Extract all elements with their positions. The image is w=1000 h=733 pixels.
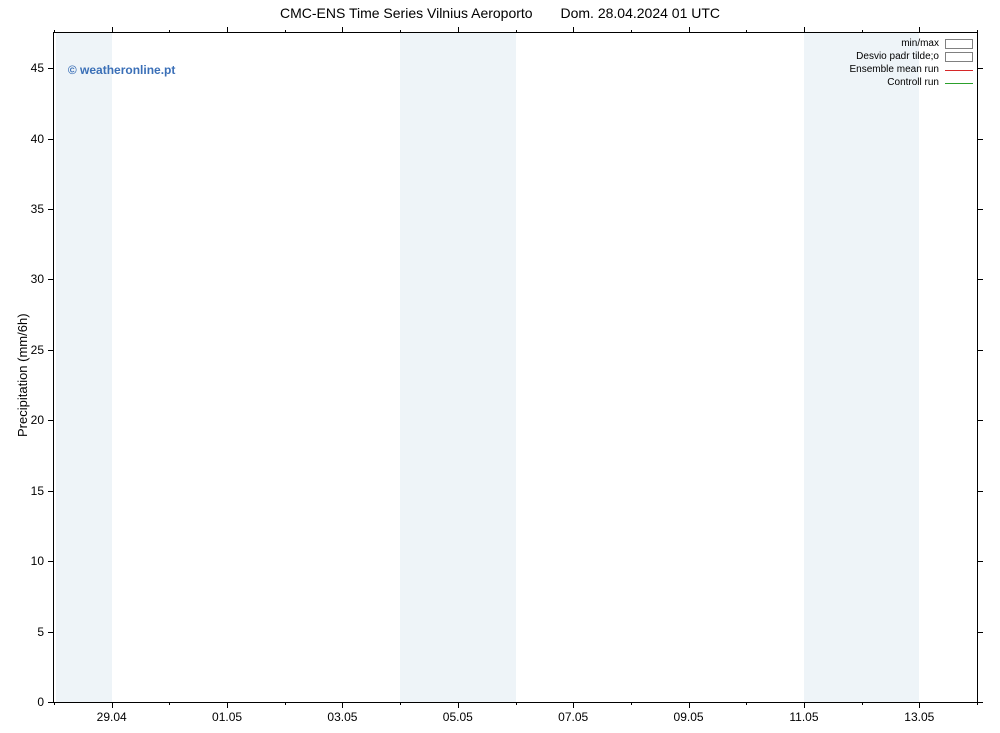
y-tick-label: 0 [37,695,44,709]
plot-area: 05101520253035404529.0401.0503.0505.0507… [53,32,978,703]
x-minor-tick [862,702,863,705]
legend-item: Ensemble mean run [850,63,974,76]
y-tick [48,68,54,69]
y-tick-label: 30 [31,272,44,286]
legend-swatch [945,39,973,49]
y-tick [48,209,54,210]
legend-label: Controll run [887,76,939,89]
watermark: © weatheronline.pt [68,63,176,77]
x-tick-label: 01.05 [212,710,242,724]
x-minor-tick [54,30,55,33]
x-tick [227,27,228,33]
legend-item: Controll run [850,76,974,89]
x-tick [919,702,920,708]
x-tick-label: 05.05 [443,710,473,724]
y-tick [977,139,983,140]
x-minor-tick [746,702,747,705]
title-right: Dom. 28.04.2024 01 UTC [560,5,720,21]
x-tick-label: 11.05 [789,710,818,724]
x-minor-tick [54,702,55,705]
legend-swatch [945,52,973,62]
legend-label: Ensemble mean run [850,63,940,76]
x-tick-label: 07.05 [558,710,588,724]
y-tick [48,420,54,421]
y-tick [977,350,983,351]
x-tick [804,702,805,708]
x-tick [804,27,805,33]
x-tick [112,27,113,33]
x-minor-tick [631,702,632,705]
y-tick-label: 35 [31,202,44,216]
y-tick-label: 25 [31,343,44,357]
x-tick [227,702,228,708]
y-tick [48,139,54,140]
legend: min/maxDesvio padr tilde;oEnsemble mean … [850,37,974,89]
y-tick [977,420,983,421]
x-tick [112,702,113,708]
x-tick-label: 29.04 [97,710,127,724]
shaded-band [804,33,919,702]
shaded-band [400,33,515,702]
x-tick [919,27,920,33]
y-tick-label: 5 [37,625,44,639]
x-tick [458,702,459,708]
x-minor-tick [631,30,632,33]
y-tick-label: 40 [31,132,44,146]
shaded-band [56,33,111,702]
y-tick [977,561,983,562]
legend-label: Desvio padr tilde;o [856,50,939,63]
legend-swatch [945,65,973,75]
y-tick-label: 20 [31,413,44,427]
legend-item: min/max [850,37,974,50]
chart-title: CMC-ENS Time Series Vilnius Aeroporto Do… [0,5,1000,21]
x-tick [689,702,690,708]
y-tick [48,491,54,492]
x-minor-tick [285,30,286,33]
y-tick [977,209,983,210]
x-tick [573,27,574,33]
y-tick [977,491,983,492]
y-tick [48,632,54,633]
y-tick-label: 15 [31,484,44,498]
chart-container: CMC-ENS Time Series Vilnius Aeroporto Do… [0,0,1000,733]
x-tick [458,27,459,33]
x-tick-label: 09.05 [674,710,704,724]
x-minor-tick [516,702,517,705]
x-minor-tick [977,702,978,705]
legend-label: min/max [901,37,939,50]
y-tick [977,68,983,69]
x-tick [689,27,690,33]
x-minor-tick [746,30,747,33]
x-tick-label: 13.05 [904,710,934,724]
x-minor-tick [169,702,170,705]
x-minor-tick [516,30,517,33]
y-tick [48,279,54,280]
legend-swatch [945,78,973,88]
y-tick [48,350,54,351]
y-tick-label: 45 [31,61,44,75]
x-minor-tick [285,702,286,705]
x-minor-tick [977,30,978,33]
x-tick [342,702,343,708]
y-tick [48,561,54,562]
x-tick [573,702,574,708]
legend-item: Desvio padr tilde;o [850,50,974,63]
y-axis-title: Precipitation (mm/6h) [15,313,30,437]
y-tick-label: 10 [31,554,44,568]
x-minor-tick [400,702,401,705]
x-tick-label: 03.05 [327,710,357,724]
x-minor-tick [862,30,863,33]
y-tick [977,279,983,280]
x-tick [342,27,343,33]
x-minor-tick [169,30,170,33]
title-left: CMC-ENS Time Series Vilnius Aeroporto [280,5,533,21]
x-minor-tick [400,30,401,33]
y-tick [977,632,983,633]
